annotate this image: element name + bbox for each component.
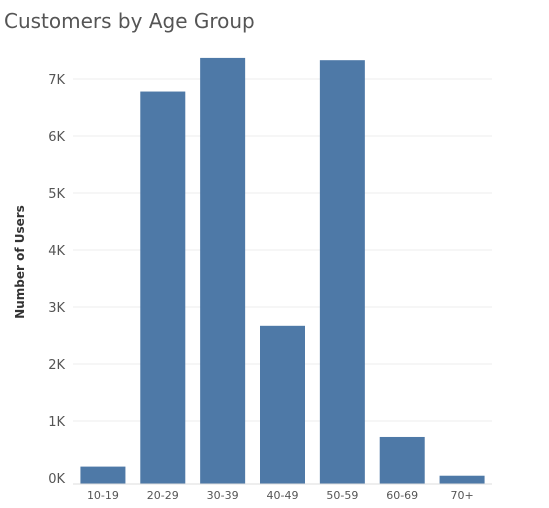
- bar-70+[interactable]: [439, 475, 485, 484]
- y-tick-label: 6K: [48, 130, 65, 145]
- x-tick-label: 10-19: [87, 489, 119, 502]
- bar-60-69[interactable]: [379, 436, 425, 484]
- y-axis-ticks: 0K 1K 2K 3K 4K 5K 6K 7K: [48, 73, 65, 487]
- y-tick-label: 5K: [48, 187, 65, 202]
- bar-10-19[interactable]: [80, 466, 126, 484]
- y-tick-label: 0K: [48, 472, 65, 487]
- bar-20-29[interactable]: [140, 91, 186, 484]
- x-tick-label: 30-39: [207, 489, 239, 502]
- x-tick-label: 20-29: [147, 489, 179, 502]
- chart-title: Customers by Age Group: [4, 9, 255, 33]
- y-tick-label: 1K: [48, 415, 65, 430]
- x-axis-ticks: 10-19 20-29 30-39 40-49 50-59 60-69 70+: [87, 489, 474, 502]
- x-tick-label: 60-69: [386, 489, 418, 502]
- x-tick-label: 70+: [450, 489, 473, 502]
- y-tick-label: 7K: [48, 73, 65, 88]
- y-tick-label: 4K: [48, 244, 65, 259]
- bars: [80, 57, 485, 484]
- bar-30-39[interactable]: [200, 57, 246, 484]
- x-tick-label: 40-49: [267, 489, 299, 502]
- bar-40-49[interactable]: [260, 325, 305, 484]
- y-tick-label: 3K: [48, 301, 65, 316]
- y-axis-title: Number of Users: [13, 205, 27, 319]
- x-tick-label: 50-59: [326, 489, 358, 502]
- y-tick-label: 2K: [48, 358, 65, 373]
- bar-50-59[interactable]: [319, 60, 365, 484]
